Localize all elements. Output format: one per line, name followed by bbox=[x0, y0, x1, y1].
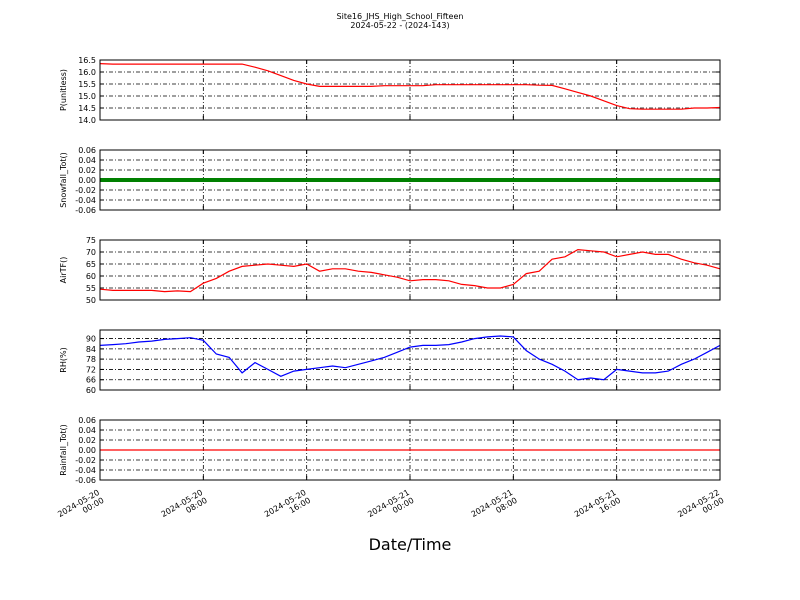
y-axis-label: AirTF() bbox=[59, 257, 68, 284]
x-tick-label: 2024-05-2108:00 bbox=[470, 488, 519, 527]
y-tick-label: 60 bbox=[86, 272, 96, 281]
y-tick-label: 50 bbox=[86, 296, 96, 305]
plot-frame bbox=[99, 329, 721, 391]
y-tick-label: 90 bbox=[86, 335, 96, 344]
y-axis-label: RH(%) bbox=[59, 347, 68, 372]
y-tick-label: -0.06 bbox=[75, 476, 96, 485]
x-tick-label: 2024-05-2000:00 bbox=[56, 488, 105, 527]
chart-title: Site16_JHS_High_School_Fifteen bbox=[337, 12, 464, 21]
y-tick-label: 0.02 bbox=[78, 166, 96, 175]
y-tick-label: 0.06 bbox=[78, 416, 96, 425]
y-tick-label: 72 bbox=[86, 365, 96, 374]
y-tick-label: 75 bbox=[86, 236, 96, 245]
y-tick-label: 15.5 bbox=[78, 80, 96, 89]
series-line bbox=[99, 248, 721, 293]
y-tick-label: 14.5 bbox=[78, 104, 96, 113]
x-tick-label: 2024-05-2016:00 bbox=[263, 488, 312, 527]
y-tick-label: 0.04 bbox=[78, 426, 96, 435]
y-tick-label: 55 bbox=[86, 284, 96, 293]
series-line bbox=[99, 63, 721, 110]
plot-frame bbox=[99, 149, 721, 211]
x-tick-label: 2024-05-2200:00 bbox=[676, 488, 725, 527]
plot-frame bbox=[99, 239, 721, 301]
y-tick-label: -0.04 bbox=[75, 196, 96, 205]
x-tick-label: 2024-05-2008:00 bbox=[160, 488, 209, 527]
chart-subtitle: 2024-05-22 - (2024-143) bbox=[350, 21, 449, 30]
y-tick-label: 66 bbox=[86, 376, 96, 385]
y-tick-label: 16.0 bbox=[78, 68, 96, 77]
y-tick-label: 16.5 bbox=[78, 56, 96, 65]
x-tick-label: 2024-05-2100:00 bbox=[366, 488, 415, 527]
y-tick-label: 0.04 bbox=[78, 156, 96, 165]
y-tick-label: 0.02 bbox=[78, 436, 96, 445]
y-tick-label: 78 bbox=[86, 355, 96, 364]
y-tick-label: 0.06 bbox=[78, 146, 96, 155]
y-tick-label: 14.0 bbox=[78, 116, 96, 125]
y-axis-label: P(unitless) bbox=[59, 69, 68, 111]
y-tick-label: 15.0 bbox=[78, 92, 96, 101]
y-tick-label: 60 bbox=[86, 386, 96, 395]
y-tick-label: -0.02 bbox=[75, 186, 96, 195]
y-tick-label: 84 bbox=[86, 345, 96, 354]
plot-frame bbox=[99, 419, 721, 481]
y-tick-label: -0.02 bbox=[75, 456, 96, 465]
y-tick-label: 0.00 bbox=[78, 446, 96, 455]
x-tick-label: 2024-05-2116:00 bbox=[573, 488, 622, 527]
x-axis-label: Date/Time bbox=[369, 535, 452, 554]
y-tick-label: 65 bbox=[86, 260, 96, 269]
y-axis-label: Snowfall_Tot() bbox=[59, 152, 68, 208]
series-line bbox=[99, 335, 721, 381]
y-tick-label: -0.06 bbox=[75, 206, 96, 215]
y-axis-label: Rainfall_Tot() bbox=[59, 424, 68, 476]
y-tick-label: 0.00 bbox=[78, 176, 96, 185]
y-tick-label: -0.04 bbox=[75, 466, 96, 475]
plot-frame bbox=[99, 59, 721, 121]
y-tick-label: 70 bbox=[86, 248, 96, 257]
